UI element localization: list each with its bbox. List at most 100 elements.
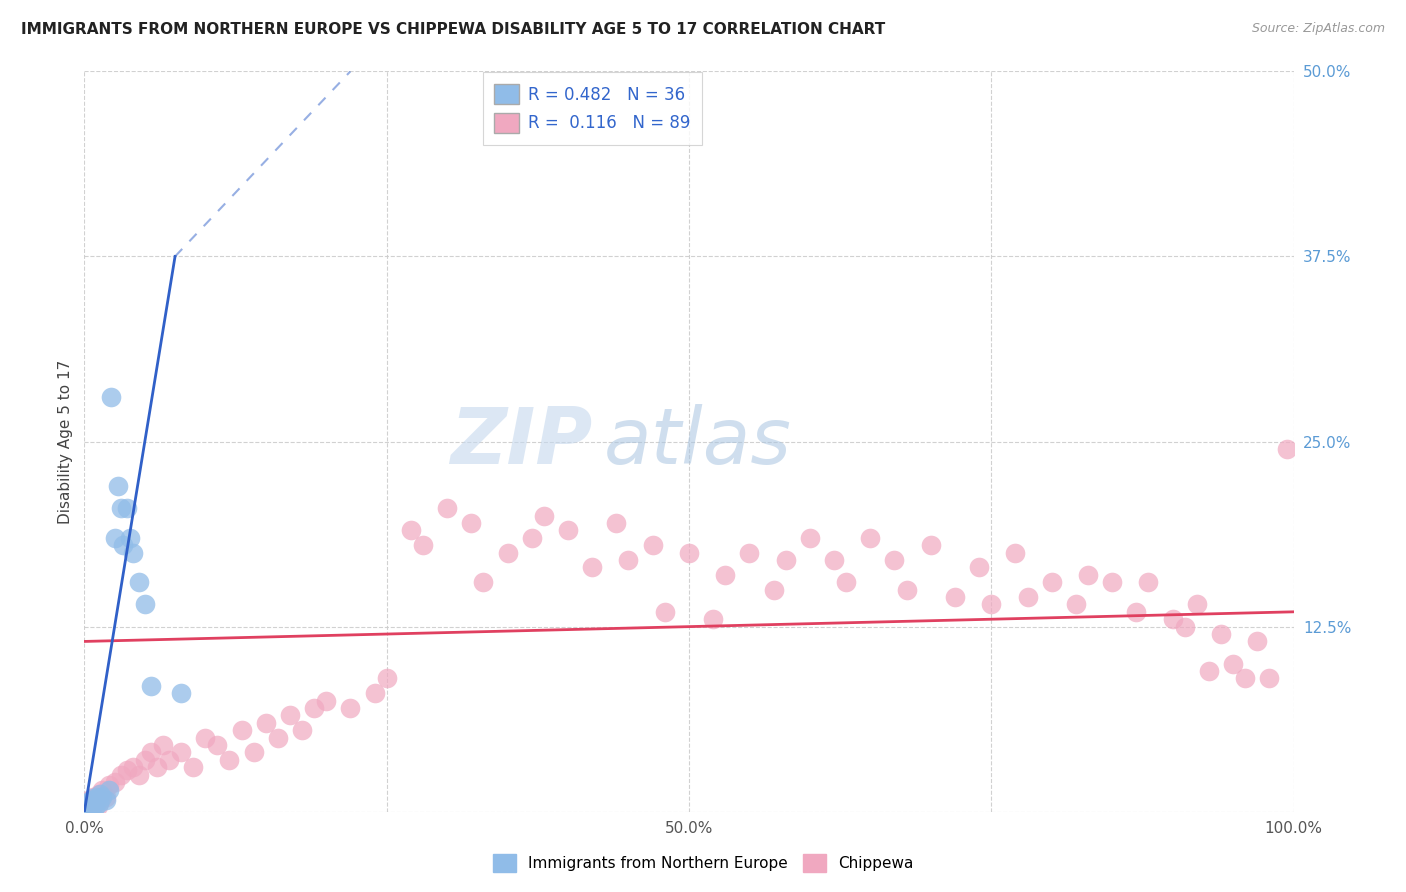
Point (87, 796, 110, 810)
Point (120, 531, 142, 545)
Point (139, 746, 162, 760)
Point (1185, 598, 1208, 612)
Point (76, 797, 98, 812)
Point (315, 694, 337, 708)
Point (1198, 664, 1220, 678)
Point (231, 723, 253, 738)
Point (460, 516, 482, 530)
Point (82, 791, 104, 805)
Point (835, 575, 858, 590)
Point (1246, 634, 1268, 648)
Point (1101, 575, 1123, 590)
Point (91, 782, 114, 797)
Point (967, 560, 990, 574)
Point (76, 798, 98, 813)
Point (1125, 605, 1147, 619)
Point (170, 686, 193, 700)
Point (115, 501, 138, 516)
Point (702, 612, 724, 626)
Point (581, 560, 603, 574)
Point (654, 605, 676, 619)
Point (82, 798, 104, 813)
Point (1004, 546, 1026, 560)
Point (472, 575, 495, 590)
Point (121, 546, 143, 560)
Text: atlas: atlas (605, 403, 792, 480)
Point (1234, 672, 1257, 686)
Point (1174, 619, 1197, 633)
Point (278, 708, 301, 723)
Point (89, 787, 111, 801)
Text: ZIP: ZIP (450, 403, 592, 480)
Point (302, 701, 325, 715)
Point (121, 760, 143, 774)
Point (82, 796, 104, 810)
Point (77, 796, 100, 810)
Point (110, 501, 132, 516)
Point (83, 797, 105, 812)
Point (823, 553, 845, 567)
Point (94, 793, 117, 807)
Point (218, 753, 240, 767)
Point (128, 767, 150, 781)
Point (762, 582, 785, 597)
Point (97, 778, 120, 792)
Point (94, 789, 117, 804)
Point (77, 798, 100, 813)
Point (76, 797, 98, 812)
Point (339, 701, 361, 715)
Point (75, 800, 97, 814)
Point (254, 715, 277, 730)
Point (859, 531, 882, 545)
Point (80, 800, 103, 814)
Point (104, 775, 127, 789)
Point (82, 789, 104, 804)
Point (799, 531, 821, 545)
Point (139, 679, 162, 693)
Point (86, 789, 108, 804)
Point (80, 793, 103, 807)
Point (242, 746, 264, 760)
Point (170, 746, 193, 760)
Point (194, 731, 217, 745)
Point (1137, 575, 1160, 590)
Point (107, 479, 129, 493)
Point (412, 538, 434, 552)
Point (363, 686, 385, 700)
Point (152, 738, 174, 752)
Point (1222, 657, 1244, 671)
Point (134, 598, 156, 612)
Point (77, 798, 100, 813)
Point (104, 531, 127, 545)
Point (79, 797, 101, 812)
Point (399, 524, 422, 538)
Point (1064, 598, 1087, 612)
Point (86, 798, 108, 813)
Point (520, 531, 543, 545)
Point (775, 553, 797, 567)
Point (617, 553, 640, 567)
Point (896, 582, 918, 597)
Point (75, 800, 97, 814)
Point (110, 767, 132, 781)
Point (79, 796, 101, 810)
Point (84, 794, 107, 808)
Point (605, 516, 627, 530)
Point (77, 793, 100, 807)
Point (83, 797, 105, 812)
Point (207, 738, 229, 752)
Point (641, 538, 664, 552)
Point (943, 590, 966, 604)
Point (920, 538, 942, 552)
Point (291, 723, 314, 738)
Point (496, 546, 519, 560)
Point (1258, 672, 1281, 686)
Point (86, 791, 108, 805)
Point (97, 782, 120, 797)
Point (181, 760, 204, 774)
Point (112, 538, 135, 552)
Text: IMMIGRANTS FROM NORTHERN EUROPE VS CHIPPEWA DISABILITY AGE 5 TO 17 CORRELATION C: IMMIGRANTS FROM NORTHERN EUROPE VS CHIPP… (21, 22, 886, 37)
Point (146, 760, 169, 774)
Point (80, 800, 103, 814)
Point (75, 802, 97, 816)
